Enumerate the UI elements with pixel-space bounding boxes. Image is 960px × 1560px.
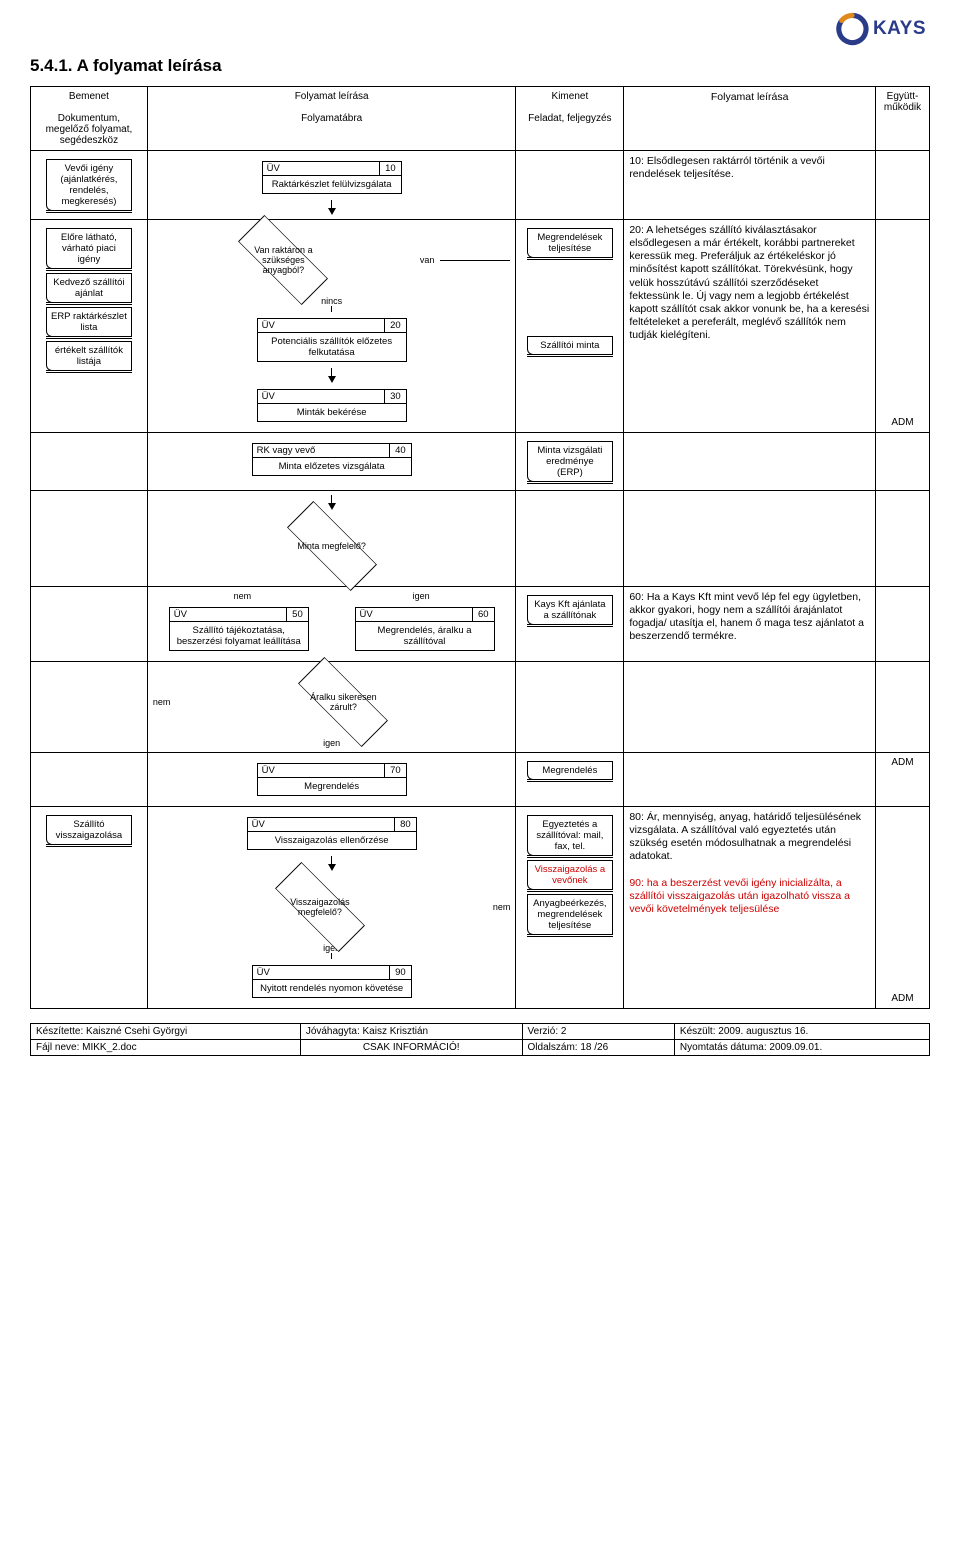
output-doc: Kays Kft ajánlata a szállítónak [527,595,613,625]
input-doc: Szállító visszaigazolása [46,815,132,845]
output-doc: Egyeztetés a szállítóval: mail, fax, tel… [527,815,613,856]
logo: KAYS [835,12,926,46]
process-40: RK vagy vevő40 Minta előzetes vizsgálata [252,443,412,476]
process-30: ÜV30 Minták bekérése [257,389,407,422]
hdr-out: Kimenet Feladat, feljegyzés [516,87,624,151]
process-20: ÜV20 Potenciális szállítók előzetes felk… [257,318,407,362]
hdr-coop: Együtt-működik [876,87,930,151]
input-doc: ERP raktárkészlet lista [46,307,132,337]
output-doc: Minta vizsgálati eredménye (ERP) [527,441,613,482]
process-10: ÜV10 Raktárkészlet felülvizsgálata [262,161,402,194]
output-doc: Megrendelések teljesítése [527,228,613,258]
process-80: ÜV80 Visszaigazolás ellenőrzése [247,817,417,850]
hdr-in: Bemenet Dokumentum, megelőző folyamat, s… [31,87,148,151]
process-50: ÜV50 Szállító tájékoztatása, beszerzési … [169,607,309,651]
logo-text: KAYS [873,18,926,40]
footer-table: Készítette: Kaiszné Csehi Györgyi Jóváha… [30,1023,930,1056]
desc-10: 10: Elsődlegesen raktárról történik a ve… [624,151,876,220]
decision-price: Áralku sikeresen zárult? [298,672,388,732]
output-doc: Anyagbeérkezés, megrendelések teljesítés… [527,894,613,935]
process-table: Bemenet Dokumentum, megelőző folyamat, s… [30,86,930,1009]
process-90: ÜV90 Nyitott rendelés nyomon követése [252,965,412,998]
section-title: 5.4.1. A folyamat leírása [30,56,930,76]
desc-60: 60: Ha a Kays Kft mint vevő lép fel egy … [624,587,876,662]
desc-80: 80: Ár, mennyiség, anyag, határidő telje… [629,811,870,864]
input-doc: Előre látható, várható piaci igény [46,228,132,269]
hdr-flow: Folyamat leírása Folyamatábra [147,87,516,151]
desc-20: 20: A lehetséges szállító kiválasztásako… [624,220,876,433]
hdr-desc: Folyamat leírása [624,87,876,151]
decision-confirm: Visszaigazolás megfelelő? [275,877,365,937]
process-60: ÜV60 Megrendelés, áralku a szállítóval [355,607,495,651]
output-doc: Visszaigazolás a vevőnek [527,860,613,890]
decision-stock: Van raktáron a szükséges anyagból? [238,230,328,290]
output-doc: Megrendelés [527,761,613,780]
swirl-icon [835,12,869,46]
input-doc: Vevői igény (ajánlatkérés, rendelés, meg… [46,159,132,211]
process-70: ÜV70 Megrendelés [257,763,407,796]
input-doc: értékelt szállítók listája [46,341,132,371]
output-doc: Szállítói minta [527,336,613,355]
input-doc: Kedvező szállítói ajánlat [46,273,132,303]
desc-90: 90: ha a beszerzést vevői igény iniciali… [629,877,870,916]
decision-sample: Minta megfelelő? [287,516,377,576]
